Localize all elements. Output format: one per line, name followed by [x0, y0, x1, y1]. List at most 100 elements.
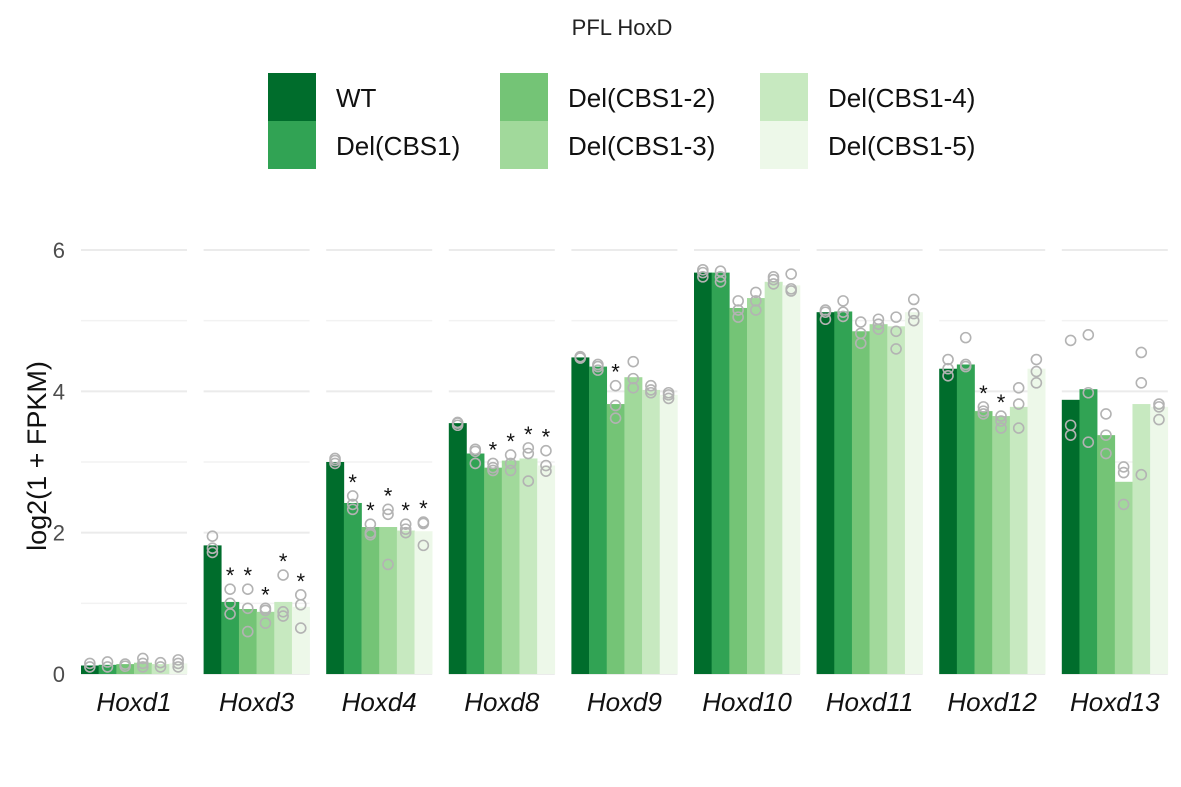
replicate-point	[119, 660, 131, 673]
replicate-point	[1135, 346, 1148, 359]
replicate-point	[1082, 436, 1095, 449]
bar	[448, 423, 467, 674]
bar	[221, 601, 240, 674]
plot-panels: Hoxd1 * * * * * Hoxd3 * * * * * Hoxd4 * * * * Hoxd8 * Hoxd9…	[81, 263, 1169, 717]
replicate-point	[1100, 408, 1112, 420]
replicate-point	[399, 518, 412, 530]
replicate-point	[277, 610, 289, 622]
bar	[729, 307, 748, 674]
significance-star: *	[243, 563, 252, 588]
y-tick-label: 4	[53, 379, 65, 404]
bar	[81, 665, 99, 674]
replicate-point	[732, 304, 744, 316]
replicate-point	[767, 278, 780, 290]
bar	[904, 312, 923, 674]
replicate-point	[1064, 334, 1077, 347]
replicate-point	[224, 608, 236, 620]
replicate-point	[241, 583, 254, 596]
replicate-point	[959, 360, 972, 373]
significance-star: *	[384, 483, 393, 508]
bar	[974, 411, 993, 674]
replicate-point	[872, 323, 885, 335]
y-tick-label: 6	[53, 238, 65, 263]
replicate-point	[1030, 353, 1043, 366]
legend-label-1: Del(CBS1)	[336, 131, 460, 161]
replicate-point	[137, 661, 149, 673]
legend-key-2	[500, 73, 548, 121]
replicate-point	[645, 379, 657, 392]
bar	[747, 298, 765, 674]
replicate-point	[662, 392, 675, 405]
replicate-point	[854, 316, 867, 328]
bar	[501, 460, 520, 674]
replicate-point	[1153, 401, 1165, 413]
replicate-point	[1012, 381, 1025, 394]
bar	[1027, 368, 1046, 674]
replicate-point	[522, 447, 535, 460]
significance-star: *	[401, 498, 410, 523]
replicate-point	[907, 314, 920, 327]
significance-star: *	[489, 437, 498, 462]
bar	[203, 545, 222, 674]
replicate-point	[294, 622, 307, 634]
bar	[1114, 481, 1133, 674]
category-label: Hoxd1	[96, 687, 171, 717]
bar	[466, 453, 485, 674]
bar	[151, 664, 170, 674]
bar	[1097, 435, 1116, 674]
panel-Hoxd10: Hoxd10	[694, 263, 801, 717]
replicate-point	[206, 542, 219, 555]
bar	[1150, 406, 1169, 674]
legend: WT Del(CBS1) Del(CBS1-2) Del(CBS1-3) Del(CBS…	[268, 73, 975, 169]
bar	[361, 527, 380, 674]
y-axis: 0 2 4 6	[53, 238, 65, 687]
bar	[659, 394, 678, 674]
bar	[851, 331, 870, 674]
replicate-point	[469, 445, 482, 458]
replicate-point	[540, 444, 552, 457]
significance-star: *	[524, 422, 533, 447]
bar	[711, 272, 730, 674]
bar	[1079, 389, 1098, 674]
replicate-point	[101, 656, 114, 668]
replicate-point	[627, 381, 640, 394]
replicate-point	[1117, 461, 1130, 473]
replicate-point	[942, 353, 954, 366]
replicate-point	[785, 285, 797, 297]
significance-star: *	[542, 425, 551, 450]
legend-key-0	[268, 73, 316, 121]
replicate-point	[137, 657, 149, 670]
replicate-point	[1100, 447, 1112, 460]
significance-star: *	[997, 390, 1006, 415]
replicate-point	[277, 569, 289, 581]
replicate-point	[399, 523, 412, 535]
replicate-point	[732, 311, 744, 323]
bar	[834, 311, 853, 674]
bar	[1132, 404, 1151, 674]
replicate-point	[469, 457, 482, 470]
significance-star: *	[279, 549, 288, 574]
bar	[537, 465, 556, 674]
replicate-point	[172, 657, 184, 670]
legend-label-3: Del(CBS1-3)	[568, 131, 715, 161]
replicate-point	[1030, 365, 1043, 378]
replicate-point	[890, 343, 902, 355]
bar	[816, 312, 835, 674]
replicate-point	[819, 313, 832, 326]
replicate-point	[259, 617, 272, 629]
replicate-point	[714, 271, 727, 283]
replicate-point	[1117, 498, 1130, 511]
replicate-point	[206, 530, 219, 543]
category-label: Hoxd11	[826, 687, 914, 717]
replicate-point	[819, 306, 832, 318]
replicate-point	[206, 546, 219, 559]
significance-star: *	[296, 569, 305, 594]
replicate-point	[1117, 466, 1130, 479]
replicate-point	[697, 271, 709, 283]
legend-key-4	[760, 73, 808, 121]
panel-Hoxd11: Hoxd11	[816, 293, 923, 717]
replicate-point	[540, 465, 552, 477]
bar	[956, 364, 975, 674]
replicate-point	[907, 307, 920, 320]
bar	[624, 377, 643, 674]
